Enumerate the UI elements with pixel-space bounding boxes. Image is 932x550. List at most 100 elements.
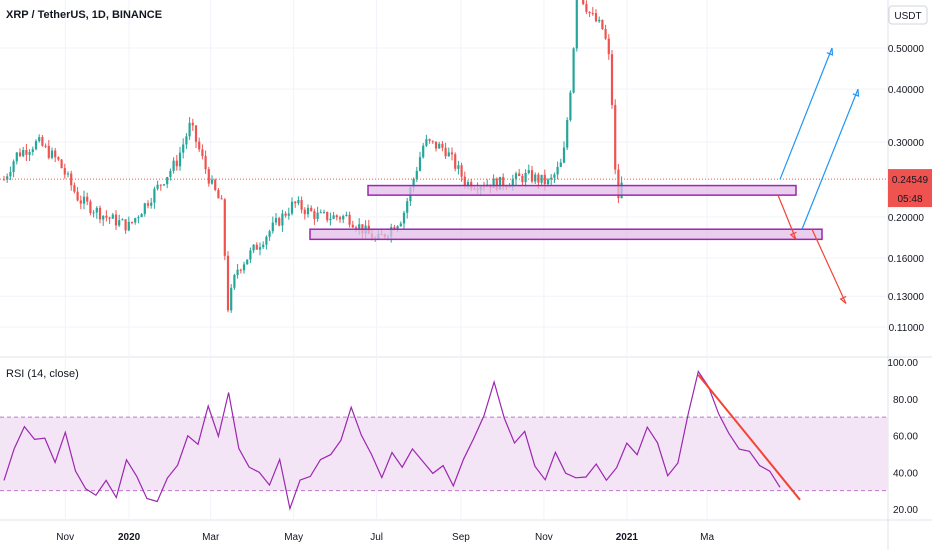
rsi-axis[interactable]: 100.00 80.00 60.00 40.00 20.00 (887, 358, 918, 516)
bearish-arrow (777, 194, 797, 240)
time-tick-label: May (284, 532, 303, 543)
candle-body (182, 144, 185, 153)
candle-body (89, 201, 92, 214)
candle-body (114, 214, 118, 226)
rsi-band (0, 417, 888, 491)
candle-body (108, 217, 111, 219)
candle-body (399, 223, 402, 227)
candle-body (201, 149, 204, 157)
candle-body (191, 122, 194, 126)
candle-body (220, 198, 223, 200)
candle-body (25, 149, 28, 155)
candle-body (28, 151, 31, 155)
bullish-arrow (801, 88, 859, 230)
time-tick-label: Mar (202, 532, 220, 543)
candle-body (562, 147, 566, 163)
time-tick-label: Ma (700, 532, 714, 543)
candle-body (543, 174, 546, 185)
bearish-arrow (811, 228, 847, 304)
candle-body (290, 201, 294, 214)
candle-body (60, 159, 63, 169)
price-tick-label: 0.50000 (888, 44, 925, 55)
candle-body (143, 203, 146, 215)
candle-body (162, 184, 166, 186)
candle-body (585, 4, 588, 12)
candle-body (594, 13, 598, 22)
candle-body (438, 143, 441, 149)
candle-body (566, 120, 569, 148)
candle-body (73, 185, 76, 192)
rsi-tick-label: 40.00 (893, 468, 918, 479)
candle-body (572, 48, 575, 93)
rsi-label[interactable]: RSI (14, close) (6, 368, 79, 380)
candle-body (236, 269, 239, 275)
candle-body (441, 143, 444, 148)
price-tick-label: 0.40000 (888, 85, 925, 96)
candle-body (466, 182, 470, 185)
candle-body (396, 226, 399, 230)
candle-body (82, 196, 86, 204)
candle-body (338, 217, 342, 220)
symbol-title[interactable]: XRP / TetherUS, 1D, BINANCE (6, 9, 162, 21)
candle-body (514, 173, 518, 180)
time-tick-label: 2021 (616, 532, 639, 543)
candle-body (188, 122, 191, 137)
candle-body (460, 165, 463, 177)
candle-body (274, 218, 278, 223)
candle-body (329, 218, 332, 221)
candle-body (598, 19, 601, 22)
rsi-trendline[interactable] (697, 374, 801, 501)
candle-body (306, 207, 310, 215)
candle-body (31, 149, 34, 152)
candle-body (582, 0, 585, 5)
candle-body (70, 173, 73, 186)
candle-body (178, 152, 182, 167)
candle-body (319, 212, 322, 214)
candle-body (54, 150, 57, 158)
support-zones[interactable] (309, 184, 823, 241)
candle-body (524, 172, 527, 183)
candle-body (172, 160, 175, 171)
time-axis[interactable]: Nov 2020 Mar May Jul Sep Nov 2021 Ma (56, 532, 714, 543)
bullish-arrow (779, 47, 833, 180)
candle-body (607, 38, 610, 55)
candle-body (252, 244, 255, 251)
candle-body (185, 136, 188, 145)
candle-body (434, 141, 438, 149)
candle-body (124, 219, 127, 231)
candle-body (297, 200, 300, 204)
candle-body (118, 220, 121, 226)
candle-body (130, 221, 134, 223)
candle-body (463, 176, 466, 185)
projection-arrows[interactable] (777, 47, 860, 304)
candle-body (15, 152, 18, 162)
price-axis[interactable]: 0.50000 0.40000 0.30000 0.20000 0.16000 0.130… (888, 44, 925, 334)
candle-body (556, 166, 559, 175)
candle-body (50, 150, 54, 158)
currency-label: USDT (894, 11, 921, 22)
candle-body (233, 274, 236, 288)
candle-body (534, 174, 537, 182)
candle-body (169, 170, 172, 178)
candle-body (287, 213, 290, 216)
bar-countdown: 05:48 (897, 194, 922, 205)
candle-body (303, 209, 306, 215)
candle-body (559, 162, 562, 167)
candle-body (111, 214, 114, 219)
candle-body (502, 176, 505, 187)
candle-body (415, 170, 418, 180)
candle-body (412, 179, 415, 188)
candle-body (546, 179, 550, 185)
candle-body (9, 172, 12, 177)
candle-body (550, 177, 553, 180)
currency-button[interactable]: USDT (888, 5, 928, 25)
time-tick-label: Nov (535, 532, 553, 543)
candle-body (265, 236, 268, 245)
candle-body (38, 137, 41, 142)
candle-body (86, 196, 89, 202)
candle-body (540, 174, 543, 183)
candle-body (530, 170, 534, 182)
candle-body (348, 214, 351, 225)
candle-body (127, 221, 130, 231)
candle-body (92, 212, 95, 214)
